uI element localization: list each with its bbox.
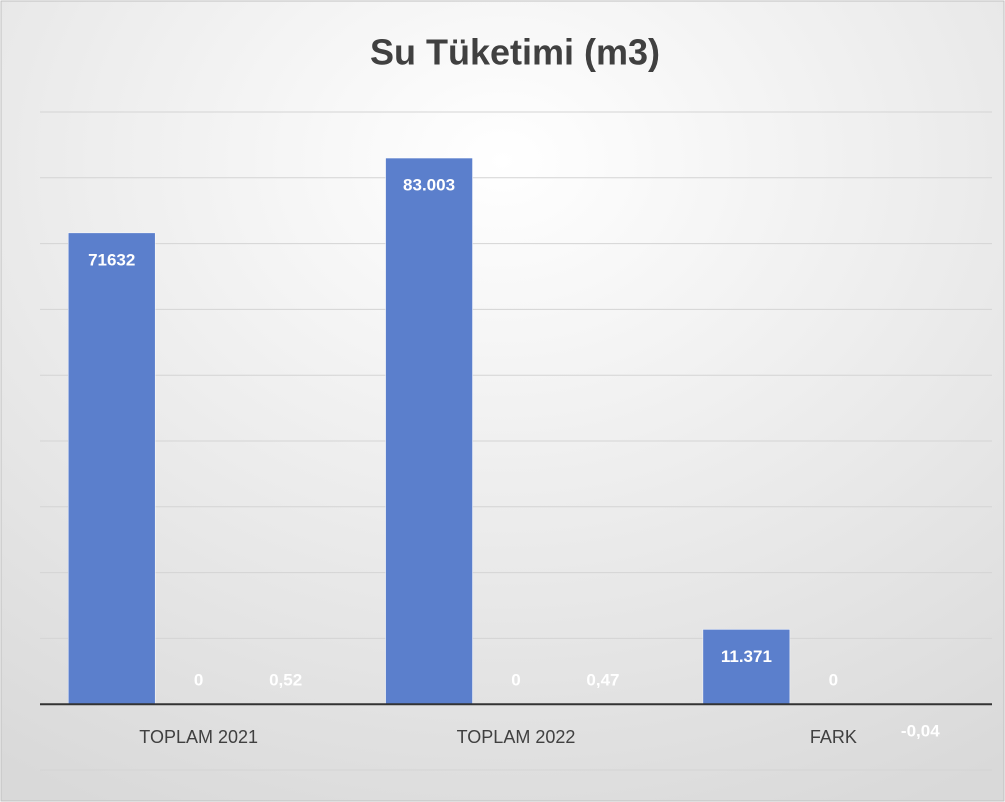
x-tick-label: TOPLAM 2022 xyxy=(457,727,576,747)
x-tick-label: TOPLAM 2021 xyxy=(139,727,258,747)
data-label: 11.371 xyxy=(721,647,772,666)
data-label: 83.003 xyxy=(403,176,455,195)
data-label: 0,47 xyxy=(586,671,619,690)
bar xyxy=(67,232,156,705)
bar xyxy=(702,629,791,705)
data-label: 0,52 xyxy=(269,671,302,690)
bar xyxy=(385,157,473,705)
x-tick-label: FARK xyxy=(810,727,857,747)
data-label: 71632 xyxy=(88,250,135,269)
data-label: 0 xyxy=(511,671,520,690)
data-label: -0,04 xyxy=(901,722,940,741)
data-label: 0 xyxy=(194,671,203,690)
chart-title: Su Tüketimi (m3) xyxy=(370,32,660,73)
data-label: 0 xyxy=(829,671,838,690)
